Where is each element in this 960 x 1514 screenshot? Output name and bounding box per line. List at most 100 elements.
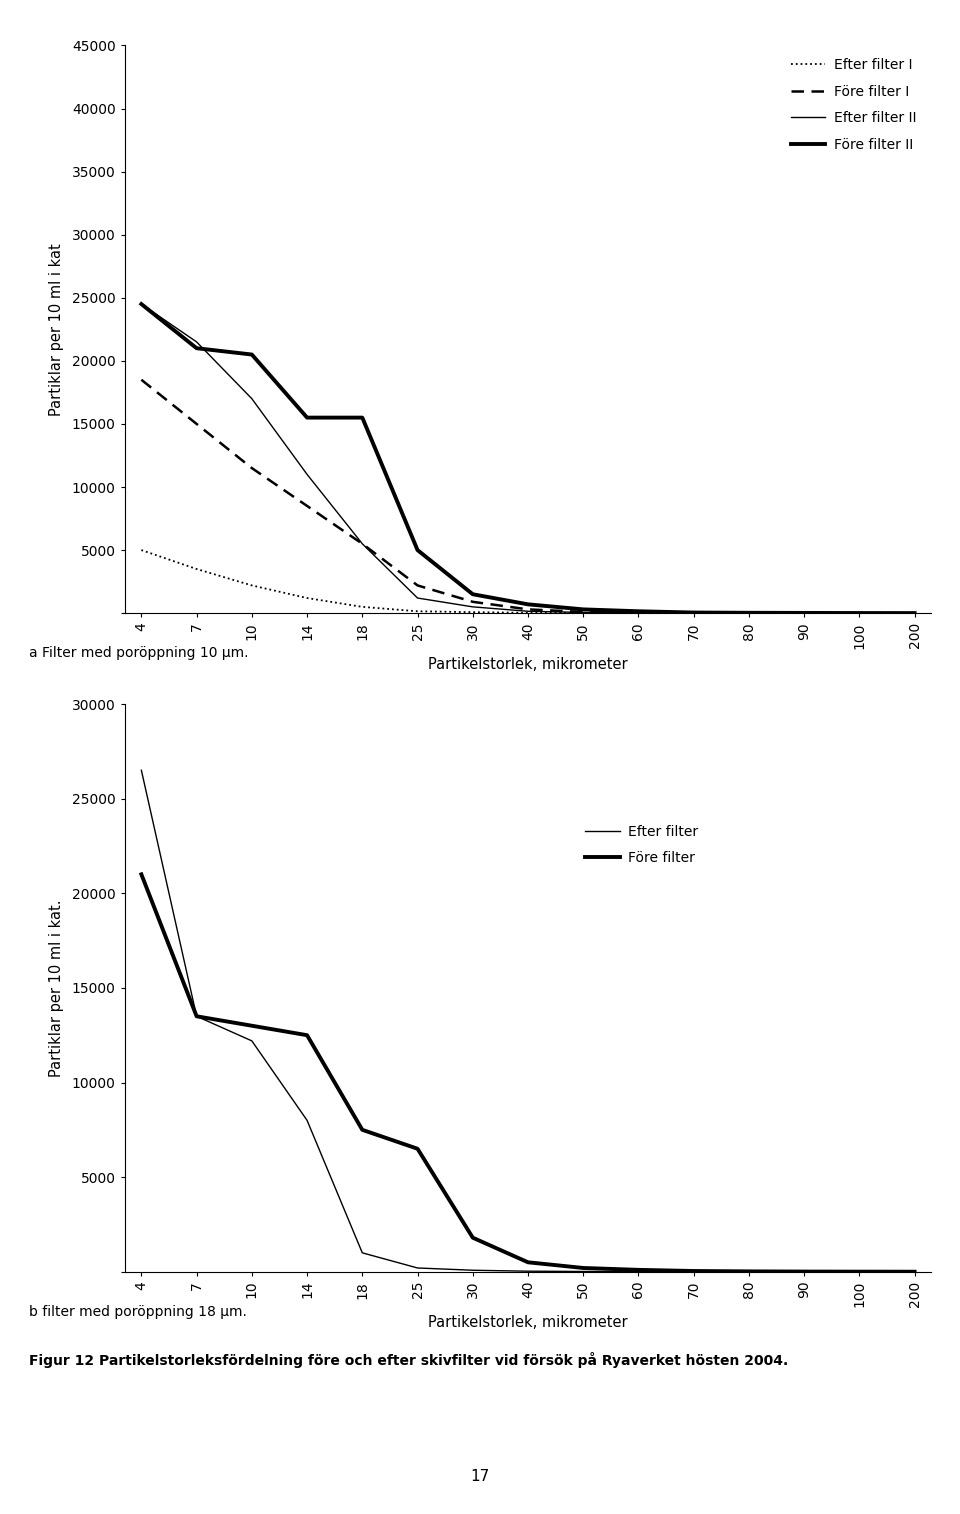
Före filter [246,1017,257,1036]
Efter filter I [578,604,589,622]
Före filter II [135,295,147,313]
Efter filter II [412,589,423,607]
Före filter II [743,604,755,622]
Efter filter II [799,604,810,622]
Efter filter II [853,604,865,622]
Efter filter [191,1007,203,1025]
Före filter II [467,586,478,604]
Före filter [799,1263,810,1281]
Före filter II [356,409,368,427]
Före filter II [191,339,203,357]
Efter filter II [633,604,644,622]
Före filter I [412,577,423,595]
Före filter I [578,603,589,621]
Efter filter I [356,598,368,616]
Före filter I [799,604,810,622]
Efter filter I [743,604,755,622]
Efter filter II [688,604,700,622]
Efter filter [633,1263,644,1281]
Efter filter II [743,604,755,622]
X-axis label: Partikelstorlek, mikrometer: Partikelstorlek, mikrometer [428,1316,628,1331]
Efter filter II [467,598,478,616]
Före filter I [522,601,534,619]
Line: Efter filter II: Efter filter II [141,304,915,613]
Före filter [301,1026,313,1045]
Före filter II [633,603,644,621]
Efter filter [301,1111,313,1129]
Y-axis label: Partiklar per 10 ml i kat.: Partiklar per 10 ml i kat. [49,899,63,1076]
X-axis label: Partikelstorlek, mikrometer: Partikelstorlek, mikrometer [428,657,628,672]
Före filter [467,1229,478,1248]
Före filter I [135,371,147,389]
Efter filter I [246,577,257,595]
Före filter II [799,604,810,622]
Före filter I [301,497,313,515]
Efter filter II [522,603,534,621]
Text: b filter med poröppning 18 μm.: b filter med poröppning 18 μm. [29,1305,247,1319]
Efter filter I [135,540,147,559]
Efter filter II [578,604,589,622]
Före filter [356,1120,368,1139]
Efter filter I [191,560,203,578]
Efter filter I [799,604,810,622]
Efter filter [522,1263,534,1281]
Efter filter I [633,604,644,622]
Före filter [412,1140,423,1158]
Text: Figur 12 Partikelstorleksfördelning före och efter skivfilter vid försök på Ryav: Figur 12 Partikelstorleksfördelning före… [29,1352,788,1369]
Efter filter [743,1263,755,1281]
Före filter [688,1263,700,1281]
Före filter I [246,459,257,477]
Före filter I [688,604,700,622]
Efter filter I [909,604,921,622]
Före filter [135,866,147,884]
Före filter I [743,604,755,622]
Line: Efter filter: Efter filter [141,771,915,1272]
Före filter [633,1261,644,1279]
Före filter [853,1263,865,1281]
Y-axis label: Partiklar per 10 ml i kat: Partiklar per 10 ml i kat [49,242,63,416]
Före filter [522,1254,534,1272]
Efter filter [412,1260,423,1278]
Text: a Filter med poröppning 10 μm.: a Filter med poröppning 10 μm. [29,646,249,660]
Efter filter [688,1263,700,1281]
Line: Före filter II: Före filter II [141,304,915,613]
Före filter II [522,595,534,613]
Före filter [191,1007,203,1025]
Före filter II [853,604,865,622]
Före filter I [191,415,203,433]
Efter filter I [412,603,423,621]
Efter filter II [191,333,203,351]
Före filter [743,1263,755,1281]
Efter filter [246,1033,257,1051]
Efter filter [467,1261,478,1279]
Före filter II [246,345,257,363]
Line: Före filter: Före filter [141,875,915,1272]
Efter filter I [522,604,534,622]
Text: 17: 17 [470,1469,490,1484]
Line: Efter filter I: Efter filter I [141,550,915,613]
Efter filter [853,1263,865,1281]
Efter filter [909,1263,921,1281]
Före filter II [301,409,313,427]
Efter filter [799,1263,810,1281]
Före filter II [688,604,700,622]
Före filter I [633,604,644,622]
Efter filter [578,1263,589,1281]
Efter filter [135,762,147,780]
Efter filter II [135,295,147,313]
Efter filter [356,1245,368,1263]
Före filter I [356,534,368,553]
Efter filter II [909,604,921,622]
Före filter [578,1260,589,1278]
Efter filter I [688,604,700,622]
Efter filter II [301,465,313,483]
Legend: Efter filter I, Före filter I, Efter filter II, Före filter II: Efter filter I, Före filter I, Efter fil… [791,58,916,151]
Före filter [909,1263,921,1281]
Efter filter II [356,534,368,553]
Före filter II [412,540,423,559]
Efter filter I [467,603,478,621]
Före filter I [853,604,865,622]
Före filter II [909,604,921,622]
Efter filter I [301,589,313,607]
Legend: Efter filter, Före filter: Efter filter, Före filter [586,825,699,864]
